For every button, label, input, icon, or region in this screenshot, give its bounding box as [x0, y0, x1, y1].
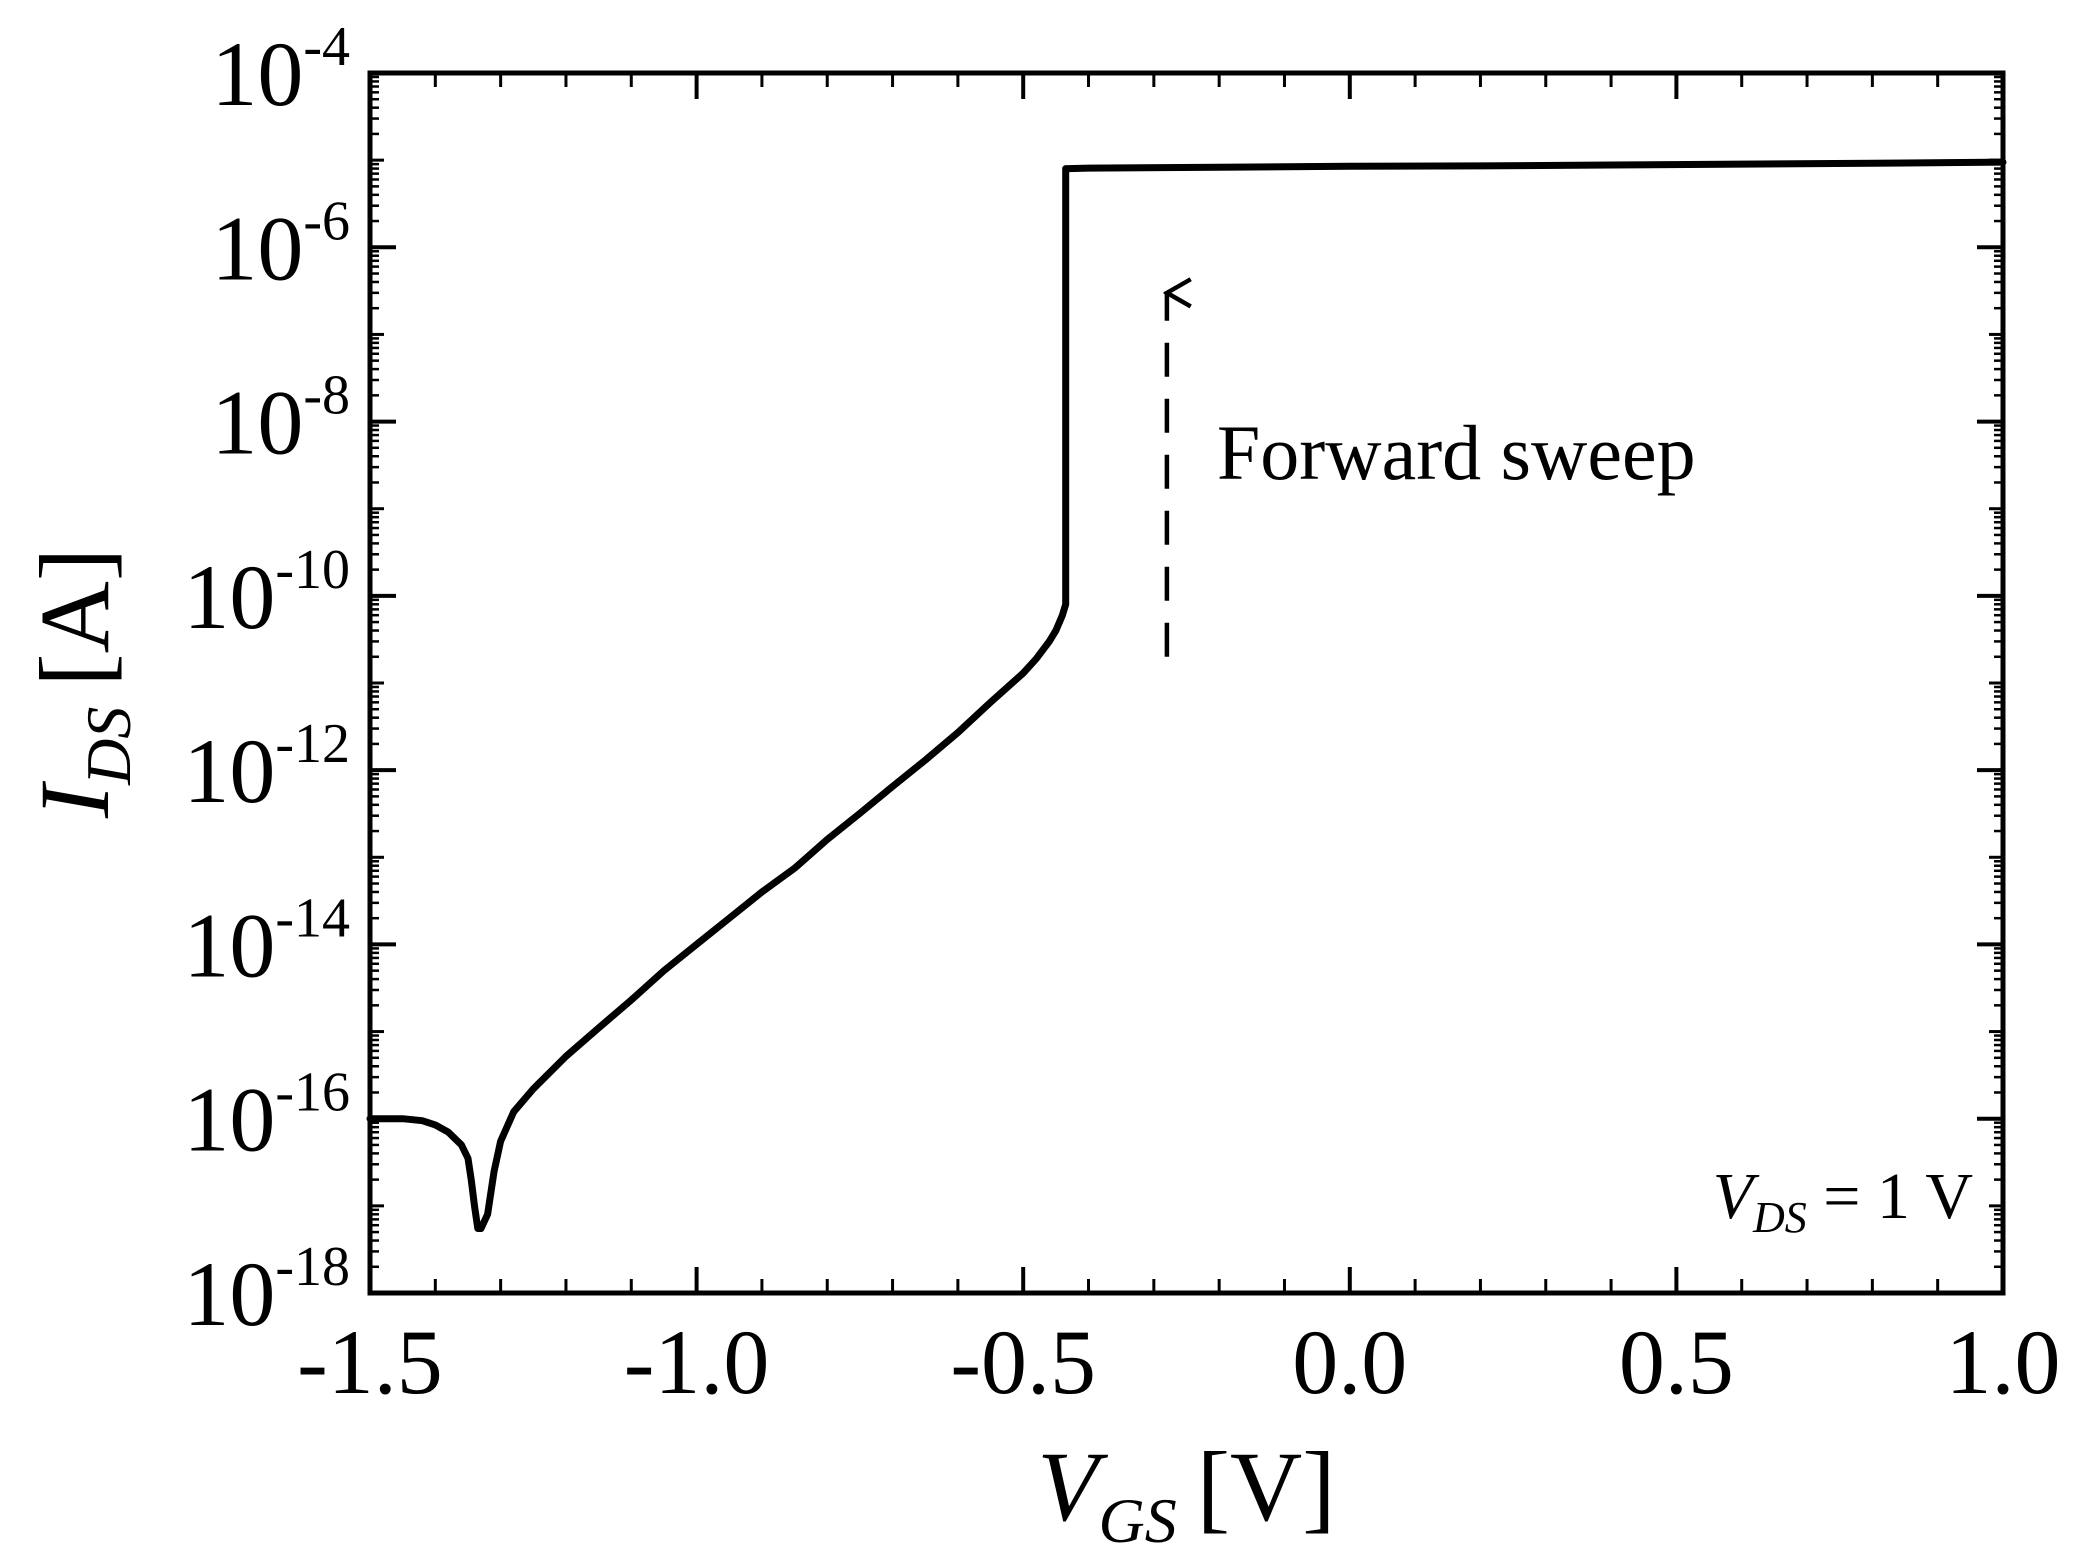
x-tick-label: -1.0 [624, 1311, 770, 1413]
x-axis-label: VGS [V] [1037, 1431, 1335, 1556]
y-tick-label: 10-16 [183, 1062, 350, 1171]
x-tick-label: 1.0 [1946, 1311, 2061, 1413]
y-tick-label: 10-8 [211, 365, 350, 474]
y-tick-labels: 10-18 10-16 10-14 10-12 10-10 10-8 10-6 10-4 [183, 16, 350, 1345]
y-tick-label: 10-4 [211, 16, 350, 125]
x-tick-label: 0.5 [1619, 1311, 1734, 1413]
x-tick-label: -1.5 [297, 1311, 443, 1413]
plot-frame [367, 70, 2006, 1296]
y-tick-label: 10-6 [211, 190, 350, 299]
x-axis-sub: GS [1099, 1485, 1177, 1556]
x-axis-unit: [V] [1197, 1431, 1336, 1542]
vds-rest: = 1 V [1807, 1160, 1973, 1233]
y-tick-label: 10-14 [183, 887, 350, 996]
forward-sweep-label: Forward sweep [1217, 409, 1696, 496]
y-tick-label: 10-10 [183, 539, 350, 648]
vds-condition-label: VDS = 1 V [1713, 1160, 1973, 1242]
series-line [366, 158, 2007, 1232]
vds-var: V [1713, 1160, 1760, 1233]
x-axis-var: V [1037, 1431, 1108, 1542]
y-tick-label: 10-12 [183, 713, 350, 822]
vds-sub: DS [1752, 1193, 1807, 1242]
y-tick-label: 10-18 [183, 1236, 350, 1345]
x-tick-label: 0.0 [1292, 1311, 1407, 1413]
x-tick-labels: -1.5 -1.0 -0.5 0.0 0.5 1.0 [297, 1311, 2060, 1413]
minor-ticks [370, 71, 2003, 1293]
x-tick-label: -0.5 [950, 1311, 1096, 1413]
y-axis-var: I [19, 780, 130, 819]
y-axis-label: IDS [A] [19, 548, 144, 819]
y-axis-sub: DS [73, 707, 144, 786]
y-axis-unit: [A] [19, 548, 130, 687]
major-ticks [368, 71, 2005, 1295]
